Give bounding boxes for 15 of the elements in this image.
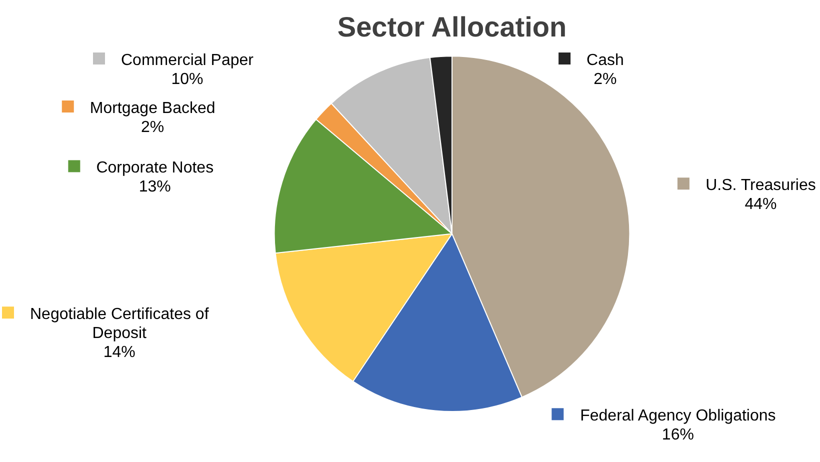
data-label: 10% (171, 70, 204, 88)
legend-label: Corporate Notes (96, 160, 214, 177)
legend-label: Federal Agency Obligations (580, 408, 776, 425)
data-label: 13% (138, 178, 171, 196)
data-label: 2% (141, 118, 164, 136)
legend-label: Commercial Paper (120, 52, 254, 69)
legend-label: U.S. Treasuries (706, 177, 816, 194)
data-label: 2% (594, 70, 617, 88)
legend-label: Cash (586, 52, 624, 69)
data-label: 44% (744, 196, 777, 214)
data-label: 14% (103, 344, 136, 361)
legend-label: Negotiable Certificates of Deposit (30, 306, 210, 342)
data-label: 16% (662, 426, 694, 444)
chart-title: Sector Allocation (337, 12, 567, 43)
legend-label: Mortgage Backed (90, 100, 216, 117)
